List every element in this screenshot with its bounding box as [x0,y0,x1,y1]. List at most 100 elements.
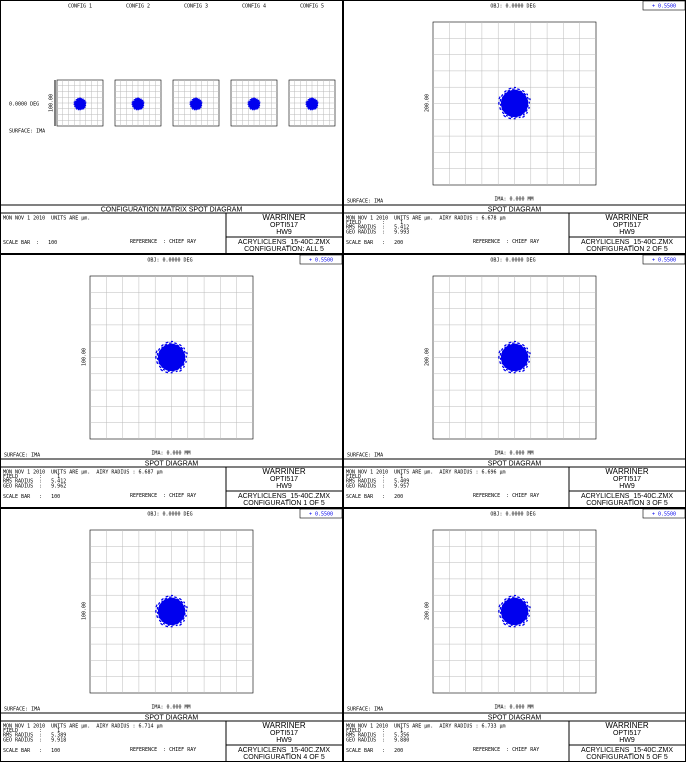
spot-core [500,597,529,626]
spot-ray [501,609,503,611]
spot-ray [498,611,500,613]
spot-ray [499,99,502,101]
spot-ray [156,350,158,352]
spot-ray [252,98,254,100]
spot-ray [528,356,530,358]
spot-ray [176,622,178,625]
spot-ray [161,623,163,626]
spot-ray [184,606,186,608]
spot-ray [522,90,524,92]
spot-ray [525,618,528,620]
spot-ray [519,370,521,372]
spot-ray [501,95,503,97]
spot-ray [502,604,504,606]
spot-ray [141,104,143,107]
spot-blob [189,97,203,111]
spot-ray [527,105,529,107]
spot-ray [164,346,167,348]
spot-ray [498,103,500,105]
spot-ray [171,340,173,343]
legend-box [299,508,343,519]
spot-ray [525,362,527,364]
spot-ray [182,357,185,359]
spot-ray [172,624,174,626]
spot-ray [162,368,165,371]
spot-ray [507,368,509,370]
spot-ray [518,342,520,345]
spot-ray [169,596,171,598]
spot-ray [503,622,505,625]
spot-ray [508,371,510,373]
spot-ray [158,612,160,615]
spot-ray [529,606,531,609]
config-label: CONFIG 4 [242,4,266,10]
spot-ray [133,105,135,108]
spot-ray [168,344,170,346]
spot-ray [526,365,528,368]
spot-ray [511,370,513,372]
spot-ray [155,611,157,613]
spot-ray [78,98,80,100]
spot-ray [522,116,524,118]
spot-ray [174,342,176,344]
info-line: SCALE BAR : 200 [346,494,403,500]
spot-ray [248,105,250,107]
spot-ray [526,354,528,356]
spot-ray [179,601,181,604]
spot-ray [179,624,182,626]
spot-ray [498,102,500,104]
spot-ray [200,102,202,104]
spot-ray [143,101,145,103]
spot-ray [527,97,529,99]
spot-ray [498,356,500,358]
spot-ray [169,369,171,371]
spot-ray [517,342,520,344]
spot-ray [74,105,76,107]
spot-ray [248,104,251,106]
surface-label: SURFACE: IMA [4,707,40,713]
spot-ray [520,598,522,601]
spot-ray [170,594,173,597]
spot-ray [498,97,501,99]
spot-ray [528,614,530,617]
spot-ray [158,616,160,618]
info-line: MON NOV 1 2010 UNITS ARE µm. AIRY RADIUS… [346,216,506,222]
spot-ray [173,368,175,370]
legend: + 0.5500 [652,4,676,10]
spot-ray [166,341,168,344]
spot-ray [80,108,82,110]
spot-ray [185,360,187,363]
spot-ray [316,102,319,105]
spot-ray [306,105,309,107]
spot-ray [250,98,253,100]
spot-ray [158,358,160,361]
spot-ray [199,104,201,107]
spot-blob [305,97,319,111]
spot-ray [525,351,527,353]
spot-ray [526,111,528,114]
spot-ray [526,94,528,96]
spot-ray [522,598,524,600]
spot-ray [180,369,182,371]
reference: REFERENCE : CHIEF RAY [130,493,196,499]
spot-ray [190,100,192,102]
spot-ray [515,343,517,345]
spot-ray [512,623,514,625]
spot-ray [502,350,504,352]
spot-ray [522,598,524,600]
spot-ray [83,107,85,109]
spot-ray [520,599,523,601]
spot-ray [156,362,159,364]
spot-ray [158,617,161,619]
spot-ray [505,602,507,604]
reference: REFERENCE : CHIEF RAY [473,747,539,753]
spot-ray [525,358,528,360]
spot-ray [515,597,517,599]
spot-ray [138,97,140,100]
spot-ray [503,114,505,117]
spot-ray [498,606,500,608]
spot-ray [191,108,194,110]
spot-ray [525,97,527,99]
spot-ray [167,370,169,372]
footer-title: SPOT DIAGRAM [488,460,542,467]
